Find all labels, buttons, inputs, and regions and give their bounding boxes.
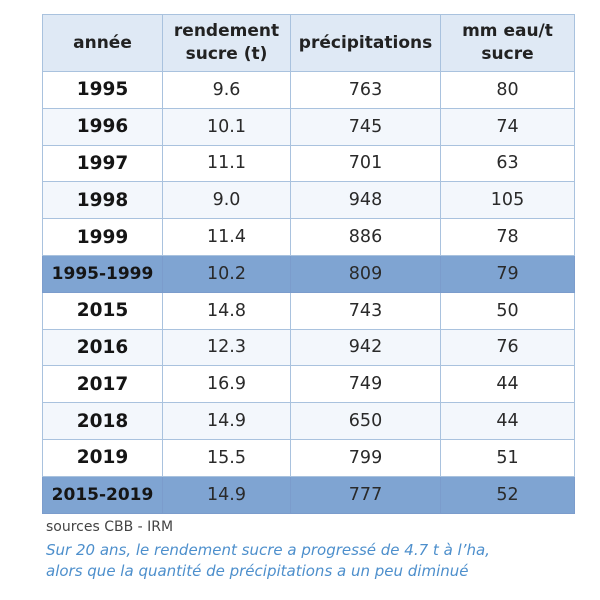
- cell-precipitations: 745: [290, 107, 441, 146]
- cell-yield: 15.5: [162, 438, 291, 477]
- header-annee: année: [42, 14, 163, 72]
- cell-precipitations: 701: [290, 144, 441, 183]
- table-row: 1995 9.6 763 80: [42, 71, 575, 109]
- table-header: année rendement sucre (t) précipitations mm…: [42, 14, 575, 72]
- average-row: 1995-1999 10.2 809 79: [42, 254, 575, 293]
- header-row: année rendement sucre (t) précipitations mm…: [42, 14, 575, 72]
- cell-precipitations: 942: [290, 328, 441, 367]
- cell-water-per-ton: 50: [440, 291, 575, 330]
- average-row: 2015-2019 14.9 777 52: [42, 475, 575, 514]
- table-row: 2019 15.5 799 51: [42, 438, 575, 477]
- table-row: 2017 16.9 749 44: [42, 365, 575, 404]
- header-rendement-sucre: rendement sucre (t): [162, 14, 291, 72]
- cell-water-per-ton: 79: [440, 254, 575, 293]
- caption-note: Sur 20 ans, le rendement sucre a progres…: [46, 540, 586, 582]
- cell-water-per-ton: 51: [440, 438, 575, 477]
- table-row: 1999 11.4 886 78: [42, 218, 575, 256]
- cell-precipitations: 948: [290, 181, 441, 220]
- table-row: 1998 9.0 948 105: [42, 181, 575, 220]
- cell-precipitations: 749: [290, 365, 441, 404]
- cell-water-per-ton: 76: [440, 328, 575, 367]
- cell-year: 1995: [42, 71, 163, 109]
- caption-line-2: alors que la quantité de précipitations …: [46, 562, 469, 580]
- table-row: 1996 10.1 745 74: [42, 107, 575, 146]
- cell-year: 1995-1999: [42, 254, 163, 293]
- cell-yield: 9.0: [162, 181, 291, 220]
- data-table: année rendement sucre (t) précipitations mm…: [42, 14, 575, 514]
- cell-year: 2015-2019: [42, 475, 163, 514]
- cell-precipitations: 809: [290, 254, 441, 293]
- table-row: 2018 14.9 650 44: [42, 402, 575, 440]
- cell-water-per-ton: 78: [440, 218, 575, 256]
- table-body: 1995 9.6 763 80 1996 10.1 745 74 1997 11.1 701 63 19…: [42, 71, 575, 514]
- cell-precipitations: 777: [290, 475, 441, 514]
- caption-line-1: Sur 20 ans, le rendement sucre a progres…: [46, 541, 490, 559]
- header-precipitations: précipitations: [290, 14, 441, 72]
- cell-year: 1999: [42, 218, 163, 256]
- cell-water-per-ton: 80: [440, 71, 575, 109]
- cell-yield: 14.9: [162, 402, 291, 440]
- cell-yield: 16.9: [162, 365, 291, 404]
- cell-precipitations: 743: [290, 291, 441, 330]
- cell-yield: 11.4: [162, 218, 291, 256]
- cell-water-per-ton: 74: [440, 107, 575, 146]
- table-row: 2015 14.8 743 50: [42, 291, 575, 330]
- cell-precipitations: 799: [290, 438, 441, 477]
- cell-yield: 11.1: [162, 144, 291, 183]
- header-mm-eau-t-sucre: mm eau/t sucre: [440, 14, 575, 72]
- cell-year: 2016: [42, 328, 163, 367]
- cell-water-per-ton: 105: [440, 181, 575, 220]
- cell-yield: 14.8: [162, 291, 291, 330]
- table-row: 1997 11.1 701 63: [42, 144, 575, 183]
- cell-precipitations: 886: [290, 218, 441, 256]
- cell-year: 2015: [42, 291, 163, 330]
- cell-year: 2019: [42, 438, 163, 477]
- cell-water-per-ton: 44: [440, 365, 575, 404]
- cell-year: 1996: [42, 107, 163, 146]
- cell-yield: 10.1: [162, 107, 291, 146]
- cell-year: 1997: [42, 144, 163, 183]
- cell-yield: 10.2: [162, 254, 291, 293]
- cell-water-per-ton: 44: [440, 402, 575, 440]
- cell-year: 2018: [42, 402, 163, 440]
- table-row: 2016 12.3 942 76: [42, 328, 575, 367]
- cell-water-per-ton: 52: [440, 475, 575, 514]
- cell-yield: 14.9: [162, 475, 291, 514]
- cell-water-per-ton: 63: [440, 144, 575, 183]
- cell-precipitations: 763: [290, 71, 441, 109]
- cell-year: 1998: [42, 181, 163, 220]
- cell-yield: 9.6: [162, 71, 291, 109]
- cell-yield: 12.3: [162, 328, 291, 367]
- cell-year: 2017: [42, 365, 163, 404]
- sources-text: sources CBB - IRM: [46, 519, 174, 535]
- cell-precipitations: 650: [290, 402, 441, 440]
